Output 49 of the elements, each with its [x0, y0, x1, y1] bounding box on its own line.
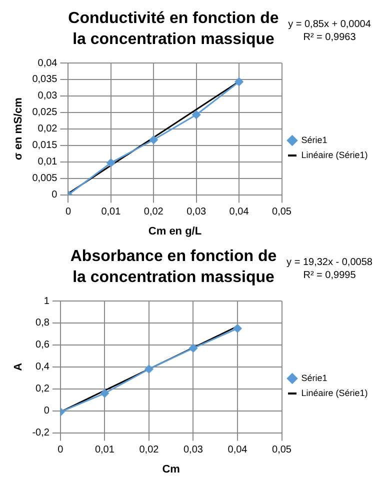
x-axis-title: Cm en g/L: [148, 225, 202, 238]
point: [100, 389, 109, 398]
legend-label: Linéaire (Série1): [301, 150, 368, 160]
x-tick-label: 0,04: [228, 444, 248, 456]
y-tick-label: 0,4: [36, 362, 50, 373]
x-tick-label: 0,05: [272, 444, 292, 456]
x-tick-label: 0,02: [139, 444, 160, 456]
y-tick-label: 0,035: [32, 74, 58, 86]
x-tick-label: 0,03: [186, 206, 207, 218]
x-tick-label: 0: [65, 206, 72, 218]
legend-label: Série1: [301, 372, 328, 383]
y-tick-label: -0,2: [32, 428, 50, 439]
text: y = 19,32x - 0,0058: [286, 256, 374, 269]
x-tick-label: 0,01: [94, 444, 115, 456]
point: [149, 136, 158, 144]
chart-title: Conductivité en fonction de la concentration massique: [67, 9, 280, 50]
point: [188, 344, 198, 352]
y-tick-label: 0,02: [38, 124, 58, 135]
y-tick-label: 0: [52, 190, 58, 201]
text: R² = 0,9963: [302, 31, 357, 44]
x-tick-label: 0,04: [229, 206, 250, 218]
chart-title: Absorbance en fonction de la concentration massique: [69, 247, 278, 288]
x-tick-label: 0,05: [272, 206, 292, 218]
y-tick-label: 0,03: [38, 90, 58, 102]
y-tick-label: 0: [44, 406, 50, 417]
x-tick-label: 0,01: [101, 206, 122, 218]
y-tick-label: 0,01: [38, 156, 58, 168]
text: R² = 0,9995: [302, 269, 357, 282]
point: [234, 78, 244, 86]
y-tick-label: 1: [44, 296, 50, 307]
x-axis-title: Cm: [162, 463, 180, 476]
y-tick-label: 0,04: [38, 58, 58, 69]
x-tick-label: 0,03: [183, 444, 204, 456]
y-tick-label: 0,8: [36, 318, 50, 329]
legend-label: Linéaire (Série1): [301, 388, 368, 398]
y-axis-title: σ en mS/cm: [12, 97, 25, 160]
point: [144, 364, 154, 374]
point: [106, 158, 116, 168]
y-tick-label: 0,005: [32, 173, 58, 184]
y-tick-label: 0,015: [32, 140, 58, 152]
x-tick-label: 0,02: [144, 206, 164, 218]
y-tick-label: 0,025: [32, 107, 58, 118]
point: [233, 324, 242, 333]
y-tick-label: 0,2: [36, 384, 50, 395]
text: y = 0,85x + 0,0004: [287, 18, 372, 31]
legend-label: Série1: [301, 134, 328, 145]
point: [192, 110, 201, 119]
y-axis-title: A: [12, 362, 25, 371]
y-tick-label: 0,6: [36, 340, 50, 351]
